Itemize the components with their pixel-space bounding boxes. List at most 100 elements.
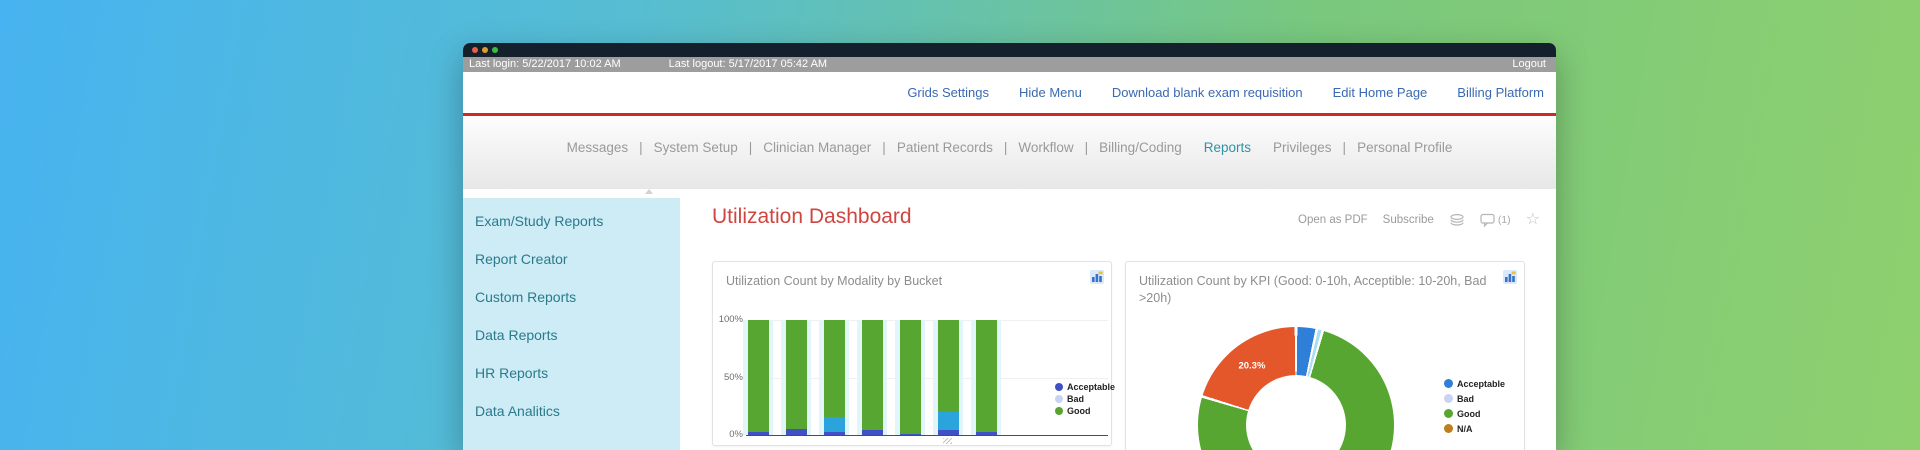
legend-row-n-a[interactable]: N/A (1444, 421, 1505, 436)
nav-item-messages[interactable]: Messages (566, 140, 629, 155)
legend-row-acceptable[interactable]: Acceptable (1444, 376, 1505, 391)
page-title: Utilization Dashboard (712, 205, 912, 228)
y-axis-tick-label: 0% (729, 429, 743, 440)
nav-separator: | (639, 140, 643, 155)
chart-type-icon[interactable] (1090, 270, 1104, 289)
bar-segment-good[interactable] (824, 320, 845, 417)
nav-item-patient-records[interactable]: Patient Records (896, 140, 993, 155)
stacked-bar[interactable] (976, 320, 997, 435)
comment-count: (1) (1497, 214, 1511, 226)
legend-dot-n-a (1444, 424, 1453, 433)
stacked-bar[interactable] (938, 320, 959, 435)
legend-dot-acceptable (1055, 383, 1063, 391)
quick-link-hide-menu[interactable]: Hide Menu (1018, 85, 1082, 100)
nav-separator: | (882, 140, 886, 155)
legend-label: Acceptable (1457, 378, 1506, 389)
bar-segment-good[interactable] (862, 320, 883, 431)
y-axis-tick-label: 50% (723, 371, 743, 383)
nav-separator: | (748, 140, 753, 155)
nav-separator: | (1003, 140, 1008, 155)
primary-nav-bar: Messages | System Setup | Clinician Manager |… (463, 116, 1556, 189)
x-axis-line (746, 435, 1108, 436)
comments-icon[interactable]: (1) (1480, 213, 1511, 227)
nav-item-workflow[interactable]: Workflow (1018, 140, 1074, 155)
legend-row-acceptable[interactable]: Acceptable (1055, 381, 1115, 393)
nav-separator: | (1342, 140, 1347, 155)
legend-label: Bad (1457, 393, 1475, 404)
bar-segment-good[interactable] (748, 320, 769, 432)
close-window-button[interactable] (472, 47, 478, 53)
bar-segment-good[interactable] (976, 320, 997, 432)
window-titlebar[interactable] (463, 43, 1556, 57)
sidebar-item-exam-study-reports[interactable]: Exam/Study Reports (475, 213, 604, 229)
legend-label: Bad (1067, 394, 1085, 404)
stacked-bar[interactable] (824, 320, 845, 435)
brand-divider-line (463, 113, 1556, 116)
layers-icon[interactable] (1449, 213, 1465, 227)
legend-row-good[interactable]: Good (1055, 405, 1115, 417)
stacked-bar[interactable] (862, 320, 883, 435)
sidebar-item-custom-reports[interactable]: Custom Reports (475, 289, 577, 305)
panel-resize-handle[interactable] (943, 438, 952, 444)
bar-segment-good[interactable] (786, 320, 807, 430)
y-axis-tick-label: 100% (718, 314, 743, 325)
last-logout-text: Last logout: 5/17/2017 05:42 AM (668, 58, 828, 70)
nav-item-privileges[interactable]: Privileges (1273, 140, 1332, 155)
reports-sidebar: Exam/Study Reports Report Creator Custom R… (463, 198, 680, 450)
sidebar-item-data-reports[interactable]: Data Reports (475, 327, 558, 343)
sidebar-item-data-analitics[interactable]: Data Analitics (475, 403, 560, 419)
donut-chart-title: Utilization Count by KPI (Good: 0-10h, A… (1139, 274, 1487, 305)
page-content: Exam/Study Reports Report Creator Custom R… (463, 189, 1556, 450)
gridline (746, 320, 1108, 321)
bar-chart-legend: Acceptable Bad Good (1055, 381, 1115, 417)
bar-segment-acceptable[interactable] (862, 430, 883, 435)
nav-item-personal-profile[interactable]: Personal Profile (1357, 140, 1453, 155)
gridline (746, 377, 1108, 379)
maximize-window-button[interactable] (492, 47, 498, 53)
reports-sidebar-column: Exam/Study Reports Report Creator Custom R… (463, 189, 680, 450)
bar-segment-bad[interactable] (938, 412, 959, 431)
chart-type-icon[interactable] (1503, 270, 1517, 289)
bar-chart-title: Utilization Count by Modality by Bucket (726, 274, 943, 288)
nav-item-billing-coding[interactable]: Billing/Coding (1099, 140, 1182, 155)
quick-link-download-blank-exam-requisition[interactable]: Download blank exam requisition (1111, 85, 1303, 100)
minimize-window-button[interactable] (482, 47, 488, 53)
slice-data-label: 20.3% (1238, 360, 1266, 372)
bar-segment-acceptable[interactable] (976, 431, 997, 435)
last-login-text: Last login: 5/22/2017 10:02 AM (469, 58, 621, 70)
logout-link[interactable]: Logout (1512, 58, 1546, 70)
quick-links-bar: Grids Settings Hide Menu Download blank ex… (463, 72, 1556, 113)
sidebar-caret-icon (645, 189, 653, 194)
quick-link-edit-home-page[interactable]: Edit Home Page (1332, 85, 1428, 100)
legend-row-bad[interactable]: Bad (1055, 393, 1115, 405)
bar-segment-good[interactable] (900, 320, 921, 434)
stacked-bar[interactable] (786, 320, 807, 435)
bar-segment-bad[interactable] (824, 416, 845, 432)
quick-link-grids-settings[interactable]: Grids Settings (907, 85, 989, 100)
legend-label: Acceptable (1067, 382, 1116, 392)
nav-item-clinician-manager[interactable]: Clinician Manager (763, 140, 872, 155)
legend-label: Good (1457, 408, 1481, 419)
bar-segment-acceptable[interactable] (900, 433, 921, 435)
legend-row-good[interactable]: Good (1444, 406, 1505, 421)
bar-segment-acceptable[interactable] (748, 431, 769, 435)
bar-segment-acceptable[interactable] (938, 430, 959, 435)
page-actions: Open as PDF Subscribe (1298, 211, 1540, 228)
sidebar-item-hr-reports[interactable]: HR Reports (475, 365, 549, 381)
nav-item-system-setup[interactable]: System Setup (653, 140, 738, 155)
stacked-bar[interactable] (900, 320, 921, 435)
donut-chart (1198, 327, 1394, 450)
open-as-pdf-link[interactable]: Open as PDF (1298, 214, 1368, 226)
donut-chart-legend: Acceptable Bad Good N/A (1444, 376, 1505, 436)
legend-row-bad[interactable]: Bad (1444, 391, 1505, 406)
nav-item-reports[interactable]: Reports (1203, 140, 1252, 155)
bar-segment-acceptable[interactable] (786, 429, 807, 435)
bar-segment-acceptable[interactable] (824, 431, 845, 435)
legend-label: N/A (1457, 423, 1473, 434)
bar-segment-good[interactable] (938, 320, 959, 413)
stacked-bar[interactable] (748, 320, 769, 435)
subscribe-link[interactable]: Subscribe (1382, 214, 1434, 226)
quick-link-billing-platform[interactable]: Billing Platform (1457, 85, 1544, 100)
favorite-star-icon[interactable]: ☆ (1525, 211, 1540, 228)
sidebar-item-report-creator[interactable]: Report Creator (475, 251, 568, 267)
